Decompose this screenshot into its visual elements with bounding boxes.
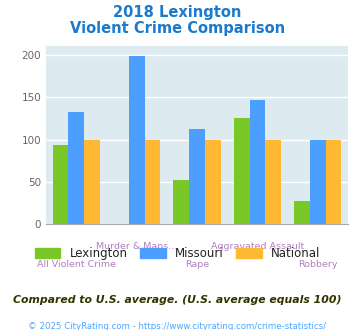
Bar	[265, 140, 281, 224]
Text: Rape: Rape	[185, 260, 209, 269]
Bar	[294, 202, 310, 224]
Text: Robbery: Robbery	[298, 260, 338, 269]
Bar	[205, 140, 220, 224]
Bar	[69, 113, 84, 224]
Text: Murder & Mans...: Murder & Mans...	[96, 242, 177, 251]
Bar	[326, 140, 341, 224]
Bar	[129, 55, 144, 224]
Bar	[174, 180, 189, 224]
Bar	[53, 145, 69, 224]
Text: Compared to U.S. average. (U.S. average equals 100): Compared to U.S. average. (U.S. average …	[13, 295, 342, 305]
Bar	[144, 140, 160, 224]
Bar	[234, 118, 250, 224]
Legend: Lexington, Missouri, National: Lexington, Missouri, National	[30, 242, 325, 265]
Bar	[189, 129, 205, 224]
Bar	[84, 140, 100, 224]
Text: Aggravated Assault: Aggravated Assault	[211, 242, 304, 251]
Bar	[310, 140, 326, 224]
Text: Violent Crime Comparison: Violent Crime Comparison	[70, 21, 285, 36]
Text: 2018 Lexington: 2018 Lexington	[113, 5, 242, 20]
Text: All Violent Crime: All Violent Crime	[37, 260, 116, 269]
Bar	[250, 100, 265, 224]
Text: © 2025 CityRating.com - https://www.cityrating.com/crime-statistics/: © 2025 CityRating.com - https://www.city…	[28, 322, 327, 330]
